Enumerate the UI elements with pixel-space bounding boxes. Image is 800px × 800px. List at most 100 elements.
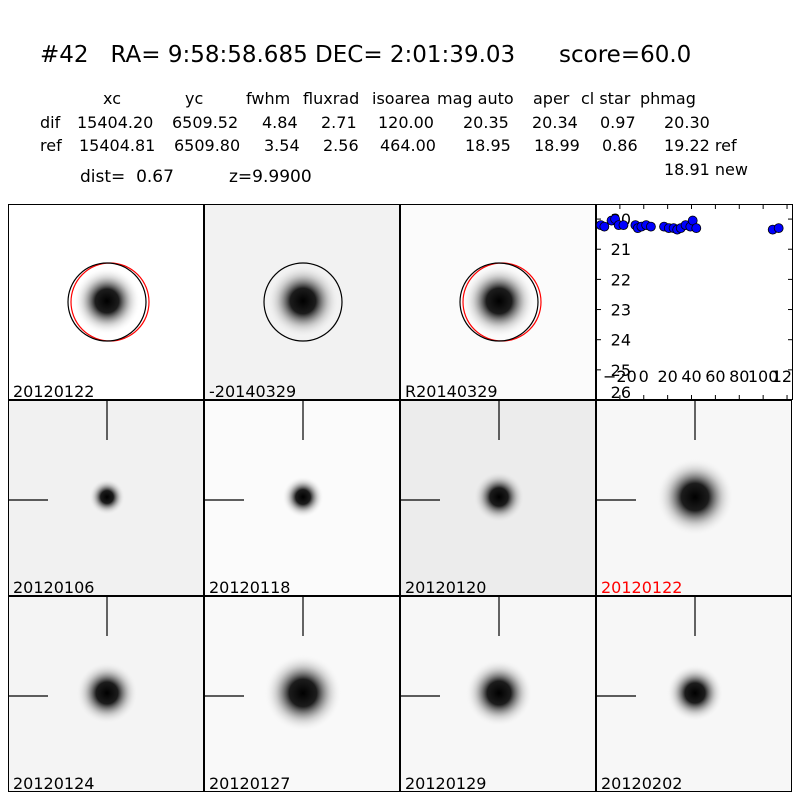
image-panel-svg [597, 597, 724, 722]
data-point [618, 220, 629, 231]
image-panel: 20120124 [8, 596, 204, 792]
image-panel-svg [401, 401, 525, 523]
aperture-circle [67, 262, 147, 342]
col-header-fwhm: fwhm [246, 89, 291, 108]
source-blob [656, 458, 734, 536]
ref-aper: 18.99 [534, 136, 580, 155]
row-label-dif: dif [40, 113, 61, 132]
panel-date-label: 20120118 [209, 577, 291, 596]
dist-readout: dist= 0.67 [80, 167, 174, 187]
image-panel: 20120129 [400, 596, 596, 792]
data-point [646, 221, 656, 232]
col-header-aper: aper [533, 89, 570, 108]
source-blob [264, 654, 342, 732]
y-tick-label: 21 [611, 240, 631, 259]
data-point [599, 221, 610, 232]
image-panel-svg [401, 597, 533, 727]
z-readout: z=9.9900 [229, 167, 312, 187]
x-tick-label: 20 [657, 367, 677, 386]
col-header-cl-star: cl star [581, 89, 631, 108]
image-panel: R20140329 [400, 204, 596, 400]
ref-fwhm: 3.54 [264, 136, 300, 155]
page-title: #42 RA= 9:58:58.685 DEC= 2:01:39.03 scor… [40, 42, 692, 68]
panel-date-label: -20140329 [209, 381, 297, 400]
ref-phmag: 19.22 ref [664, 136, 737, 155]
image-panel-svg [67, 262, 150, 342]
row-label-ref: ref [40, 136, 62, 155]
image-panel-svg [205, 597, 342, 732]
source-blob [282, 476, 324, 518]
image-panel: 20120202 [596, 596, 792, 792]
panel-date-label: 20120127 [209, 773, 291, 792]
image-panel: 20120106 [8, 400, 204, 596]
ref-xc: 15404.81 [79, 136, 156, 155]
dif-fluxrad: 2.71 [321, 113, 357, 132]
image-panel-svg [9, 597, 139, 725]
panel-date-label: 20120124 [13, 773, 95, 792]
col-header-xc: xc [103, 89, 121, 108]
source-blob [465, 659, 533, 727]
panel-date-label: R20140329 [405, 381, 498, 400]
image-panel-svg [597, 401, 734, 536]
x-tick-label: 0 [639, 367, 649, 386]
dif-yc: 6509.52 [172, 113, 239, 132]
y-tick-label: 26 [611, 383, 631, 400]
dif-mag-auto: 20.35 [463, 113, 509, 132]
ref-isoarea: 464.00 [380, 136, 436, 155]
dif-xc: 15404.20 [77, 113, 154, 132]
y-tick-label: 23 [611, 301, 631, 320]
image-panel-svg [205, 401, 324, 518]
source-blob [266, 264, 340, 338]
x-tick-label: 40 [681, 367, 701, 386]
dif-isoarea: 120.00 [378, 113, 434, 132]
source-blob [75, 661, 139, 725]
panel-date-label: 20120120 [405, 577, 487, 596]
data-point [773, 223, 784, 234]
source-blob [88, 478, 126, 516]
dif-cl-star: 0.97 [600, 113, 636, 132]
image-panel-svg [459, 262, 542, 342]
new-mag: 18.91 new [664, 160, 748, 179]
image-panel: 20120122 [596, 400, 792, 596]
panel-date-label: 20120202 [601, 773, 683, 792]
ref-yc: 6509.80 [174, 136, 241, 155]
col-header-phmag: phmag [640, 89, 696, 108]
source-blob [666, 664, 724, 722]
ref-mag-auto: 18.95 [465, 136, 511, 155]
x-tick-label: 80 [729, 367, 749, 386]
col-header-yc: yc [185, 89, 204, 108]
source-blob [462, 264, 536, 338]
plot-frame [596, 204, 793, 400]
image-panel: 20120122 [8, 204, 204, 400]
image-panel-svg [9, 401, 126, 516]
image-panel: 20120120 [400, 400, 596, 596]
dif-fwhm: 4.84 [262, 113, 298, 132]
panel-date-label: 20120106 [13, 577, 95, 596]
panel-date-label: 20120122 [601, 577, 683, 596]
dif-phmag: 20.30 [664, 113, 710, 132]
source-blob [473, 471, 525, 523]
x-tick-label: −20 [603, 367, 637, 386]
col-header-fluxrad: fluxrad [303, 89, 360, 108]
image-panel: 20120118 [204, 400, 400, 596]
col-header-mag-auto: mag auto [437, 89, 514, 108]
x-tick-label: 60 [705, 367, 725, 386]
image-panel: -20140329 [204, 204, 400, 400]
x-tick-label: 100 [748, 367, 779, 386]
y-tick-label: 25 [611, 361, 631, 380]
ref-cl-star: 0.86 [602, 136, 638, 155]
y-tick-label: 22 [611, 270, 631, 289]
dif-aper: 20.34 [532, 113, 578, 132]
panel-date-label: 20120122 [13, 381, 95, 400]
source-blob [73, 267, 141, 335]
panel-date-label: 20120129 [405, 773, 487, 792]
aperture-circle [459, 262, 539, 342]
col-header-isoarea: isoarea [372, 89, 431, 108]
x-tick-label: 120 [772, 367, 793, 386]
image-panel: 20120127 [204, 596, 400, 792]
y-tick-label: 24 [611, 331, 631, 350]
data-point [691, 223, 702, 234]
ref-fluxrad: 2.56 [323, 136, 359, 155]
